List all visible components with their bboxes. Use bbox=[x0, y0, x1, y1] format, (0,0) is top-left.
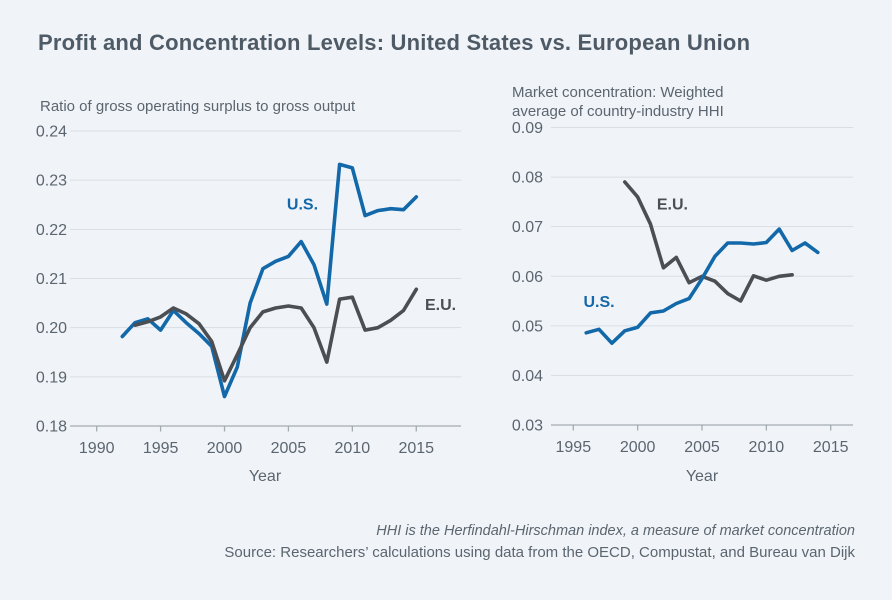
y-tick-label: 0.20 bbox=[36, 320, 67, 337]
x-tick-label: 2000 bbox=[620, 439, 656, 456]
y-tick-label: 0.24 bbox=[36, 124, 67, 141]
us-line bbox=[584, 227, 820, 346]
y-tick-label: 0.19 bbox=[36, 369, 67, 386]
figure-footer: HHI is the Herfindahl-Hirschman index, a… bbox=[224, 521, 855, 563]
y-tick-label: 0.22 bbox=[36, 222, 67, 239]
x-tick-label: 2000 bbox=[207, 440, 243, 457]
x-tick-label: 2005 bbox=[684, 439, 720, 456]
x-axis-title: Year bbox=[249, 468, 282, 485]
x-tick-label: 2010 bbox=[749, 439, 785, 456]
y-tick-label: 0.23 bbox=[36, 173, 67, 190]
eu-series-label: E.U. bbox=[657, 196, 688, 213]
us-line bbox=[120, 162, 419, 399]
y-tick-label: 0.09 bbox=[512, 120, 543, 137]
source-line: Source: Researchers’ calculations using … bbox=[224, 544, 855, 561]
y-tick-label: 0.08 bbox=[512, 170, 543, 187]
hhi-footnote: HHI is the Herfindahl-Hirschman index, a… bbox=[376, 523, 855, 539]
x-tick-label: 1995 bbox=[143, 440, 179, 457]
us-series-label: U.S. bbox=[287, 196, 318, 213]
x-tick-label: 2015 bbox=[813, 439, 849, 456]
eu-line bbox=[622, 180, 794, 303]
right-chart-subtitle: Market concentration: Weighted average o… bbox=[512, 84, 724, 120]
y-tick-label: 0.18 bbox=[36, 419, 67, 436]
y-tick-label: 0.05 bbox=[512, 318, 543, 335]
page-title: Profit and Concentration Levels: United … bbox=[38, 30, 751, 55]
eu-series-label: E.U. bbox=[425, 297, 456, 314]
x-tick-label: 1995 bbox=[556, 439, 592, 456]
us-series-label: U.S. bbox=[583, 294, 614, 311]
eu-line bbox=[133, 287, 419, 383]
y-tick-label: 0.06 bbox=[512, 269, 543, 286]
x-axis-title: Year bbox=[686, 468, 719, 485]
left-chart-subtitle: Ratio of gross operating surplus to gros… bbox=[40, 98, 356, 115]
y-tick-label: 0.03 bbox=[512, 418, 543, 435]
y-tick-label: 0.21 bbox=[36, 271, 67, 288]
x-tick-label: 2005 bbox=[271, 440, 307, 457]
y-tick-label: 0.04 bbox=[512, 368, 543, 385]
x-tick-label: 2015 bbox=[398, 440, 434, 457]
y-tick-label: 0.07 bbox=[512, 219, 543, 236]
x-tick-label: 1990 bbox=[79, 440, 115, 457]
x-tick-label: 2010 bbox=[335, 440, 371, 457]
